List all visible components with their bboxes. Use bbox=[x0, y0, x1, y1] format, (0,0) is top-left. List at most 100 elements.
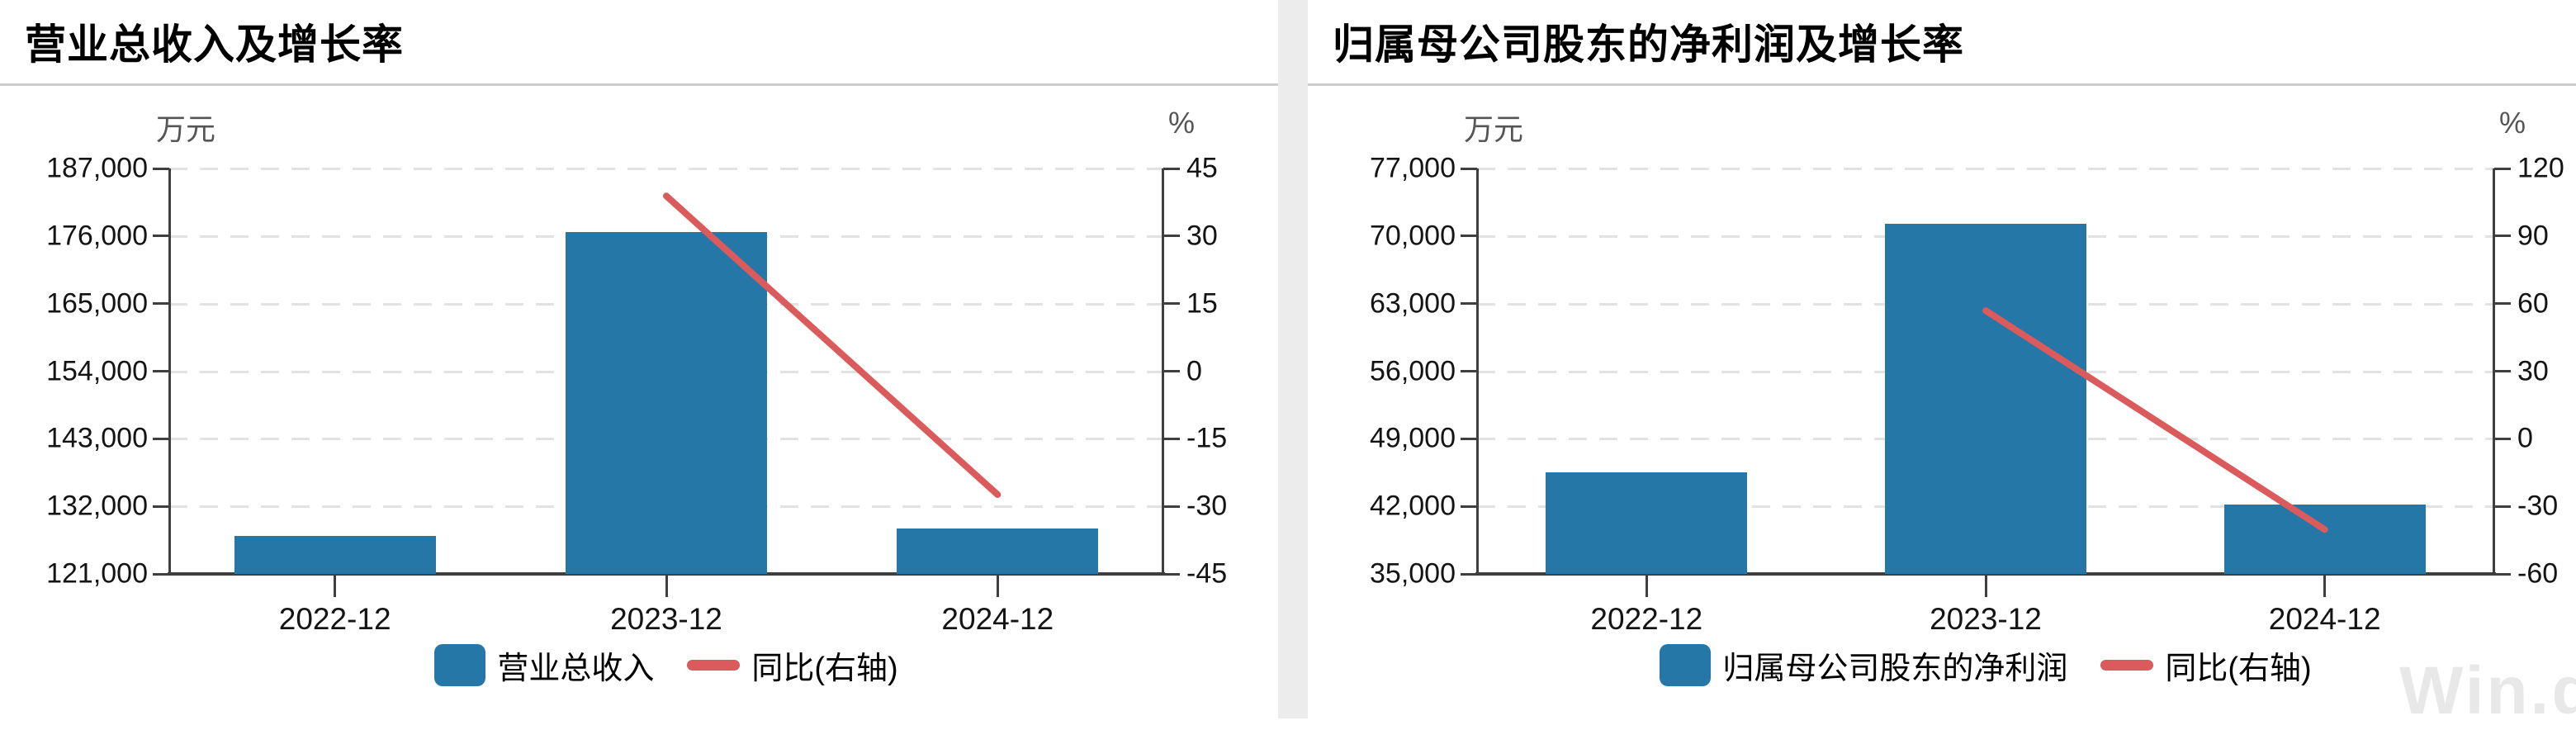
legend: 营业总收入 同比(右轴) bbox=[169, 642, 1163, 688]
line-series-swatch bbox=[687, 660, 741, 671]
right-axis-tick bbox=[2494, 302, 2511, 306]
left-axis-tick bbox=[153, 302, 169, 306]
legend-item-yoy[interactable]: 同比(右轴) bbox=[687, 642, 898, 688]
left-axis-tick-label: 49,000 bbox=[1370, 422, 1456, 454]
right-axis-tick bbox=[1163, 167, 1180, 170]
right-axis-tick bbox=[2494, 437, 2511, 440]
left-axis-tick-label: 42,000 bbox=[1370, 490, 1456, 522]
right-axis-tick bbox=[1163, 235, 1180, 238]
right-axis-tick-label: -45 bbox=[1186, 557, 1228, 590]
left-axis-tick bbox=[153, 370, 169, 372]
x-axis-label: 2023-12 bbox=[610, 602, 722, 636]
left-axis-tick-label: 187,000 bbox=[46, 152, 148, 184]
yoy-line[interactable] bbox=[1982, 307, 2328, 533]
x-axis-line bbox=[1475, 572, 2496, 576]
x-axis-tick bbox=[996, 576, 999, 597]
right-axis-unit: % bbox=[2499, 106, 2526, 140]
left-axis-tick bbox=[1461, 370, 1477, 372]
right-axis-tick bbox=[2494, 370, 2511, 372]
left-axis-tick bbox=[153, 572, 169, 576]
legend-label: 营业总收入 bbox=[497, 652, 655, 686]
x-axis-tick bbox=[334, 576, 337, 597]
right-axis-tick bbox=[1163, 370, 1180, 372]
bar-2023-12[interactable] bbox=[566, 232, 767, 574]
right-axis-tick-label: -60 bbox=[2517, 557, 2559, 590]
right-axis-tick bbox=[1163, 505, 1180, 508]
x-axis-tick bbox=[1984, 576, 1987, 597]
right-axis-tick-label: 45 bbox=[1186, 152, 1218, 184]
legend-item-net-profit[interactable]: 归属母公司股东的净利润 bbox=[1660, 642, 2067, 688]
right-axis-line bbox=[1162, 168, 1164, 574]
yoy-line-layer bbox=[663, 192, 1002, 498]
left-axis-tick bbox=[153, 167, 169, 170]
right-axis-tick-label: -30 bbox=[1186, 490, 1228, 522]
right-axis-tick-label: 30 bbox=[2517, 355, 2549, 386]
legend-label: 归属母公司股东的净利润 bbox=[1722, 652, 2068, 686]
legend-item-revenue[interactable]: 营业总收入 bbox=[434, 642, 654, 688]
right-axis-tick bbox=[1163, 572, 1180, 576]
left-axis-tick bbox=[153, 235, 169, 238]
x-axis-label: 2022-12 bbox=[278, 602, 391, 636]
right-axis-tick-label: -15 bbox=[1186, 422, 1228, 454]
wind-watermark: Win.d bbox=[2399, 653, 2576, 728]
left-axis-tick-label: 121,000 bbox=[46, 557, 148, 590]
right-axis-tick-label: 120 bbox=[2517, 152, 2564, 184]
legend: 归属母公司股东的净利润 同比(右轴) bbox=[1477, 642, 2494, 688]
revenue-plot-area: 万元 % 187,000 45 176,000 30 165,000 15 154,000 0… bbox=[46, 106, 1227, 636]
left-axis-tick bbox=[153, 505, 169, 508]
title-divider bbox=[0, 83, 1278, 86]
bar-series-swatch bbox=[1660, 644, 1712, 686]
bar-2022-12[interactable] bbox=[1546, 472, 1748, 574]
right-axis-tick bbox=[2494, 167, 2511, 170]
left-axis-unit: 万元 bbox=[155, 112, 215, 146]
yoy-line[interactable] bbox=[663, 192, 1002, 498]
left-axis-tick-label: 176,000 bbox=[46, 220, 148, 252]
right-axis-tick-label: 0 bbox=[2517, 422, 2533, 454]
chart-title: 营业总收入及增长率 bbox=[25, 21, 404, 68]
bar-series-swatch bbox=[434, 644, 486, 686]
right-axis-unit: % bbox=[1168, 106, 1196, 140]
legend-label: 同比(右轴) bbox=[2165, 652, 2312, 686]
title-divider bbox=[1308, 83, 2576, 86]
x-axis-tick bbox=[1645, 576, 1648, 597]
right-axis-tick bbox=[2494, 505, 2511, 508]
right-axis-tick bbox=[1163, 437, 1180, 440]
right-axis-tick-label: 0 bbox=[1186, 355, 1202, 386]
line-series-swatch bbox=[2100, 660, 2154, 671]
right-axis-tick bbox=[2494, 572, 2511, 576]
legend-item-yoy[interactable]: 同比(右轴) bbox=[2100, 642, 2312, 688]
left-axis-tick-label: 77,000 bbox=[1370, 152, 1456, 184]
right-axis-tick-label: 30 bbox=[1186, 220, 1218, 252]
left-axis-tick bbox=[1461, 437, 1477, 440]
x-axis-line bbox=[168, 572, 1165, 576]
bar-2022-12[interactable] bbox=[234, 536, 436, 574]
bar-2023-12[interactable] bbox=[1885, 223, 2086, 574]
left-axis-tick-label: 63,000 bbox=[1370, 287, 1456, 320]
left-axis-tick-label: 165,000 bbox=[46, 287, 148, 320]
left-axis-unit: 万元 bbox=[1463, 112, 1523, 146]
x-axis-label: 2024-12 bbox=[941, 602, 1054, 636]
yoy-line-layer bbox=[1982, 307, 2328, 533]
net-profit-plot-area: 万元 % 77,000 120 70,000 90 63,000 60 56,000 30 49… bbox=[1370, 106, 2564, 636]
left-axis-tick bbox=[1461, 302, 1477, 306]
bar-2024-12[interactable] bbox=[2223, 505, 2426, 574]
left-axis-tick-label: 70,000 bbox=[1370, 220, 1456, 252]
left-axis-line bbox=[168, 168, 171, 574]
gridline bbox=[1477, 168, 2494, 170]
left-axis-tick-label: 35,000 bbox=[1370, 557, 1456, 590]
legend-label: 同比(右轴) bbox=[751, 652, 898, 686]
bar-2024-12[interactable] bbox=[897, 528, 1099, 574]
x-axis-label: 2022-12 bbox=[1590, 602, 1703, 636]
right-axis-tick bbox=[1163, 302, 1180, 306]
x-axis-label: 2023-12 bbox=[1930, 602, 2042, 636]
left-axis-tick bbox=[1461, 572, 1477, 576]
x-axis-tick bbox=[2323, 576, 2327, 597]
net-profit-chart-panel: 归属母公司股东的净利润及增长率 万元 % 77,000 120 70,000 90 63… bbox=[1308, 0, 2576, 718]
left-axis-tick bbox=[1461, 167, 1477, 170]
x-axis-label: 2024-12 bbox=[2268, 602, 2381, 636]
left-axis-tick-label: 143,000 bbox=[46, 422, 148, 454]
left-axis-tick bbox=[1461, 505, 1477, 508]
right-axis-tick bbox=[2494, 235, 2511, 238]
right-axis-tick-label: 60 bbox=[2517, 287, 2549, 320]
revenue-chart-panel: 营业总收入及增长率 万元 % 187,000 45 176,000 30 165,000… bbox=[0, 0, 1278, 718]
